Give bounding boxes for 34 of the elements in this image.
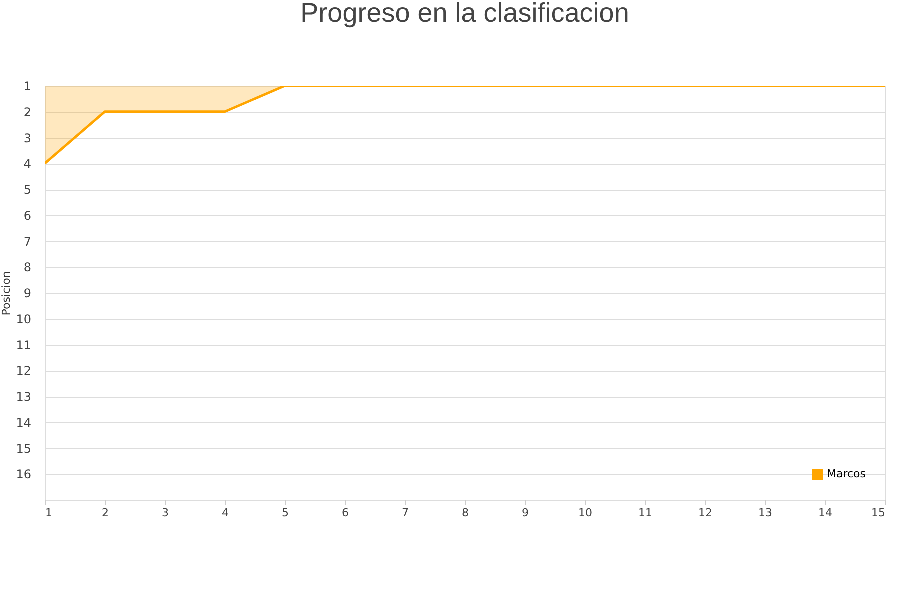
y-tick-label: 5 — [24, 183, 32, 197]
x-tick-label: 10 — [578, 506, 592, 520]
y-tick-label: 16 — [16, 468, 32, 482]
x-tick-label: 3 — [162, 506, 169, 520]
y-tick-label: 4 — [24, 157, 32, 172]
x-tick-label: 13 — [758, 506, 772, 520]
x-tick-label: 6 — [342, 506, 349, 520]
y-tick-label: 7 — [24, 234, 32, 249]
y-tick-label: 13 — [16, 390, 32, 404]
y-tick-label: 1 — [24, 80, 32, 94]
y-tick-label: 12 — [16, 364, 32, 378]
y-tick-label: 8 — [24, 260, 32, 275]
y-tick-label: 3 — [24, 131, 32, 146]
x-tick-label: 7 — [402, 506, 409, 520]
chart-title: Progreso en la clasificacion — [300, 0, 630, 28]
x-tick-label: 14 — [818, 506, 832, 520]
y-axis-title: Posicion — [0, 271, 14, 316]
x-tick-label: 15 — [872, 506, 886, 520]
y-tick-label: 9 — [24, 286, 32, 300]
y-tick-label: 2 — [24, 105, 32, 120]
x-tick-label: 1 — [46, 506, 52, 520]
y-tick-label: 11 — [16, 338, 32, 352]
x-tick-label: 2 — [102, 506, 109, 520]
x-tick-label: 8 — [462, 506, 469, 520]
x-tick-label: 11 — [638, 506, 652, 520]
y-tick-label: 10 — [16, 312, 32, 326]
y-tick-label: 15 — [16, 442, 32, 456]
y-tick-label: 14 — [16, 416, 32, 430]
legend-label: Marcos — [827, 468, 866, 480]
x-tick-label: 5 — [282, 506, 289, 520]
x-tick-label: 12 — [698, 506, 712, 520]
y-tick-label: 6 — [24, 208, 32, 223]
x-tick-label: 4 — [222, 506, 229, 520]
x-tick-label: 9 — [522, 506, 529, 520]
